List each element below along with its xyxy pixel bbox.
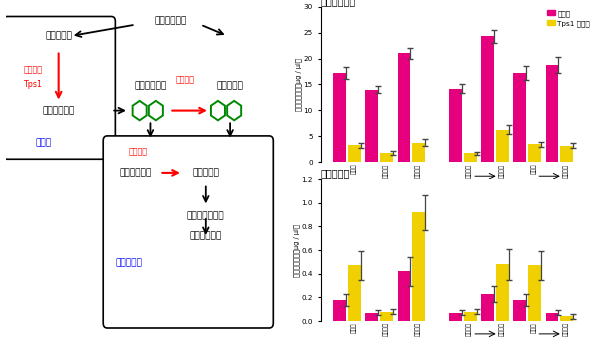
Bar: [449, 89, 462, 162]
Bar: [380, 153, 393, 162]
Text: 食餌由来の糖: 食餌由来の糖: [155, 16, 187, 25]
Bar: [334, 73, 346, 162]
Text: 分解酵素: 分解酵素: [176, 75, 195, 84]
Text: 合成酵素: 合成酵素: [23, 66, 43, 75]
Text: トレハロース: トレハロース: [321, 0, 356, 6]
Bar: [412, 143, 425, 162]
Bar: [398, 53, 410, 162]
Bar: [449, 313, 462, 321]
Text: グルコース: グルコース: [321, 168, 350, 178]
Bar: [334, 300, 346, 321]
Text: 各種の組織: 各種の組織: [115, 259, 142, 268]
Bar: [481, 294, 494, 321]
Text: グルコース: グルコース: [45, 31, 72, 41]
Text: 分解酵素: 分解酵素: [129, 148, 148, 156]
Text: Tps1: Tps1: [23, 80, 43, 89]
Text: （組織成長）: （組織成長）: [190, 231, 222, 240]
Y-axis label: 体液中の濃度（μg / μl）: 体液中の濃度（μg / μl）: [295, 58, 302, 111]
FancyBboxPatch shape: [4, 17, 115, 159]
Bar: [348, 145, 361, 162]
Text: エネルギー産生: エネルギー産生: [187, 212, 224, 221]
Bar: [514, 73, 526, 162]
Bar: [528, 144, 541, 162]
Text: グルコース: グルコース: [193, 168, 219, 177]
Bar: [514, 300, 526, 321]
Bar: [496, 129, 509, 162]
Text: トレハロース: トレハロース: [43, 106, 75, 115]
FancyBboxPatch shape: [103, 136, 274, 328]
Text: 脂肪体: 脂肪体: [36, 138, 52, 147]
Bar: [528, 266, 541, 321]
Bar: [545, 65, 558, 162]
Bar: [365, 313, 378, 321]
Bar: [398, 271, 410, 321]
Text: トレハロース: トレハロース: [134, 82, 167, 91]
Text: 一過的な摂食（４時間）: 一過的な摂食（４時間）: [496, 203, 539, 209]
Bar: [560, 316, 573, 321]
Bar: [496, 264, 509, 321]
Y-axis label: 体液中の濃度（μg / μl）: 体液中の濃度（μg / μl）: [293, 224, 300, 276]
Text: グルコース: グルコース: [217, 82, 244, 91]
Bar: [481, 36, 494, 162]
Bar: [380, 312, 393, 321]
Bar: [348, 266, 361, 321]
Bar: [412, 212, 425, 321]
Text: 慢性的な摂食: 慢性的な摂食: [373, 203, 397, 209]
Bar: [365, 90, 378, 162]
Bar: [545, 313, 558, 321]
Bar: [464, 153, 477, 162]
Text: トレハロース: トレハロース: [119, 168, 152, 177]
Legend: 野生型, Tps1 変異体: 野生型, Tps1 変異体: [544, 7, 593, 30]
Bar: [560, 146, 573, 162]
Bar: [464, 312, 477, 321]
